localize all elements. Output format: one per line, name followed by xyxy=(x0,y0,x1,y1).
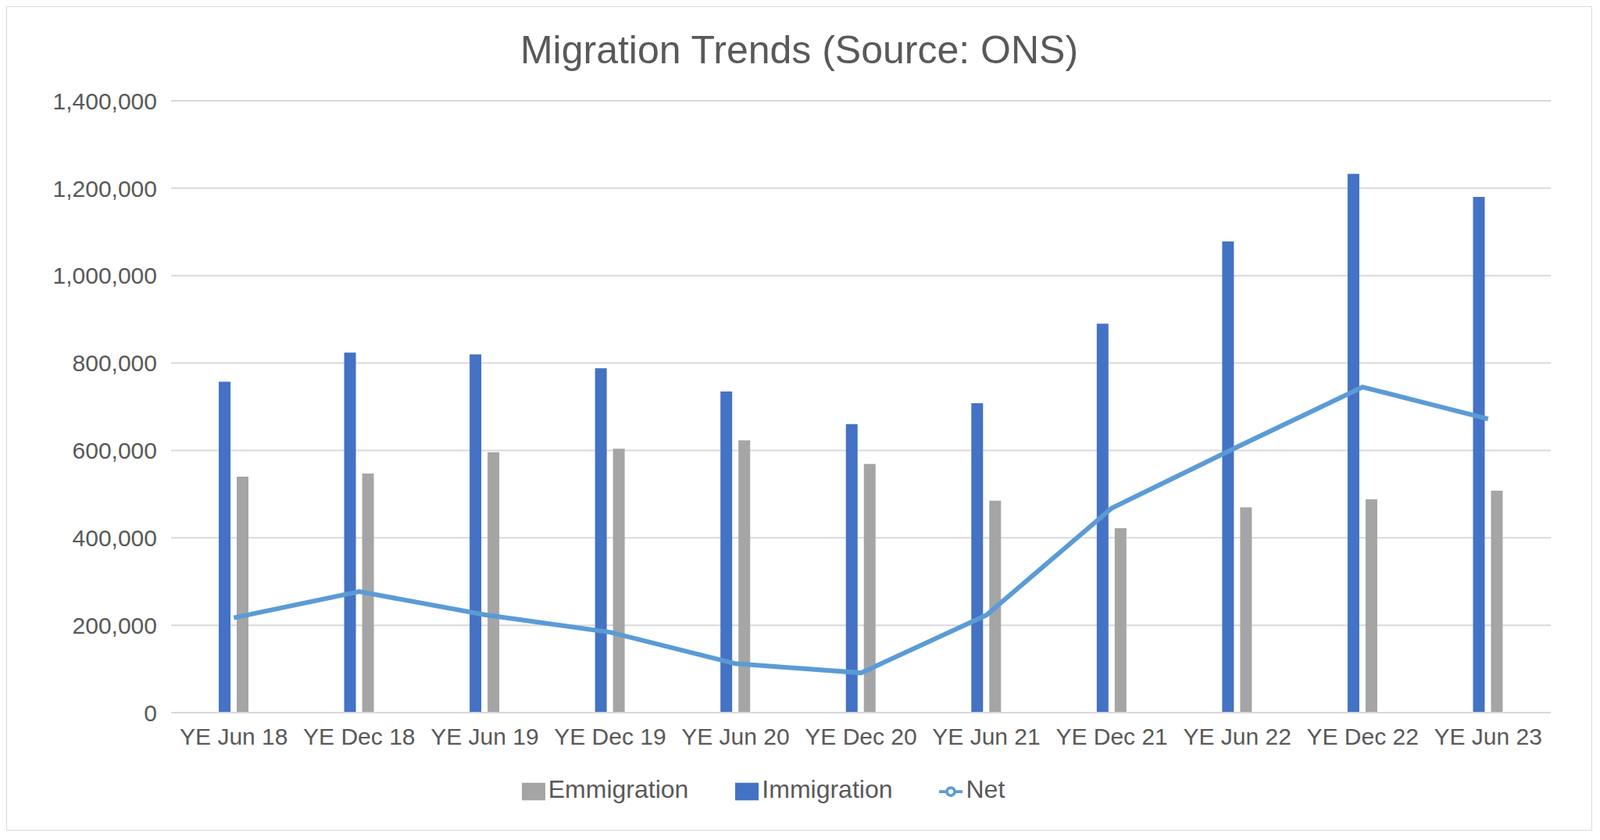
svg-text:0: 0 xyxy=(143,700,158,726)
svg-text:YE Jun 21: YE Jun 21 xyxy=(932,723,1040,750)
html-text:Immigration: Immigration xyxy=(761,775,893,804)
svg-text:YE Jun 23: YE Jun 23 xyxy=(1434,723,1543,750)
svg-text:200,000: 200,000 xyxy=(72,612,158,639)
svg-text:YE Dec 18: YE Dec 18 xyxy=(303,723,415,750)
svg-text:600,000: 600,000 xyxy=(72,437,158,464)
svg-text:800,000: 800,000 xyxy=(72,350,158,376)
svg-text:YE Dec 21: YE Dec 21 xyxy=(1055,723,1168,750)
html-text:Emmigration: Emmigration xyxy=(548,775,689,804)
svg-text:1,000,000: 1,000,000 xyxy=(53,262,158,289)
svg-text:YE Dec 19: YE Dec 19 xyxy=(553,723,666,750)
svg-text:400,000: 400,000 xyxy=(72,525,158,551)
svg-text:YE Jun 18: YE Jun 18 xyxy=(179,723,288,750)
html-text:Migration Trends (Source: ONS): Migration Trends (Source: ONS) xyxy=(520,28,1079,72)
svg-text:1,400,000: 1,400,000 xyxy=(53,92,158,115)
html-text:Net: Net xyxy=(966,775,1005,804)
svg-text:YE Jun 19: YE Jun 19 xyxy=(430,723,539,750)
svg-text:1,200,000: 1,200,000 xyxy=(53,175,158,202)
svg-text:YE Jun 20: YE Jun 20 xyxy=(681,723,790,750)
svg-text:YE Jun 22: YE Jun 22 xyxy=(1182,723,1291,750)
svg-text:YE Dec 22: YE Dec 22 xyxy=(1306,723,1418,750)
svg-text:YE Dec 20: YE Dec 20 xyxy=(804,723,917,750)
